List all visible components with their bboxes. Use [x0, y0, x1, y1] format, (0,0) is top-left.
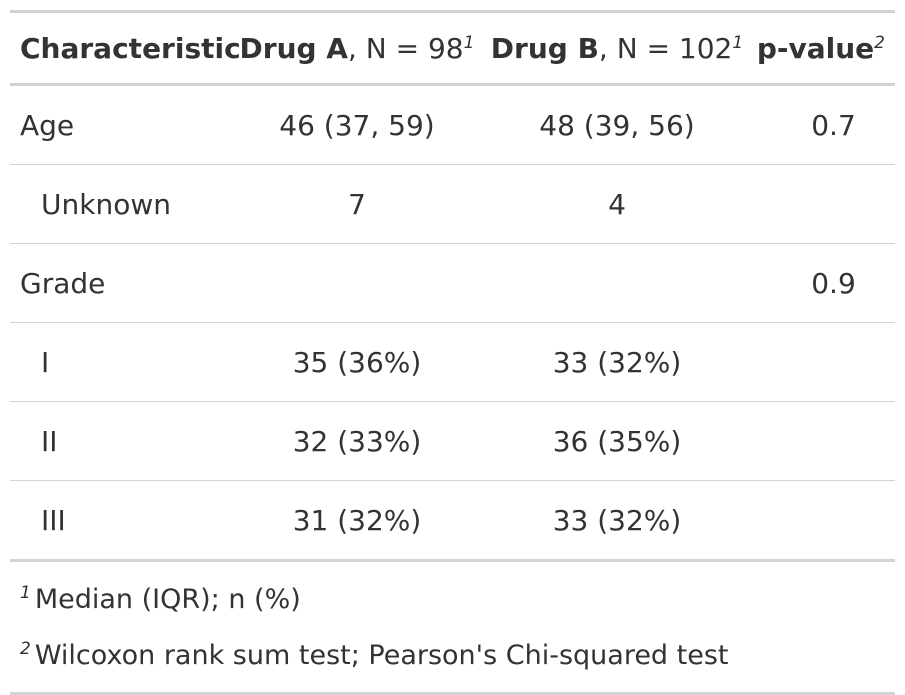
drug-b-footnote-mark: 1: [732, 32, 744, 53]
footnote-2: 2 Wilcoxon rank sum test; Pearson's Chi-s…: [10, 628, 895, 684]
cell-drug-b: 36 (35%): [482, 401, 752, 481]
cell-pvalue: [752, 480, 895, 562]
pvalue-label: p-value: [756, 31, 875, 65]
top-rule: [10, 10, 895, 13]
summary-table-container: Characteristic Drug A, N = 981 Drug B, N…: [10, 10, 895, 695]
table-row-unknown: Unknown 7 4: [10, 164, 895, 244]
cell-drug-a: 32 (33%): [232, 401, 482, 481]
row-label: III: [10, 480, 232, 562]
cell-drug-a: [232, 243, 482, 323]
footnote-1: 1 Median (IQR); n (%): [10, 572, 895, 628]
footnote-mark: 2: [20, 639, 31, 659]
drug-b-name: Drug B: [490, 31, 599, 65]
table-row-grade-ii: II 32 (33%) 36 (35%): [10, 401, 895, 481]
cell-drug-a: 46 (37, 59): [232, 84, 482, 165]
drug-a-footnote-mark: 1: [463, 32, 475, 53]
table-row-age: Age 46 (37, 59) 48 (39, 56) 0.7: [10, 84, 895, 165]
cell-pvalue: 0.9: [752, 243, 895, 323]
cell-drug-b: 33 (32%): [482, 480, 752, 562]
cell-pvalue: [752, 401, 895, 481]
row-label: II: [10, 401, 232, 481]
table-footnotes: 1 Median (IQR); n (%) 2 Wilcoxon rank sum …: [10, 562, 895, 695]
cell-pvalue: [752, 322, 895, 402]
header-drug-a: Drug A, N = 981: [232, 13, 482, 86]
table-row-grade-iii: III 31 (32%) 33 (32%): [10, 480, 895, 562]
cell-drug-a: 7: [232, 164, 482, 244]
footnote-text: Wilcoxon rank sum test; Pearson's Chi-sq…: [34, 640, 729, 671]
footnote-text: Median (IQR); n (%): [34, 584, 301, 615]
cell-drug-b: [482, 243, 752, 323]
drug-a-n: , N = 98: [347, 31, 464, 65]
cell-drug-a: 35 (36%): [232, 322, 482, 402]
header-characteristic: Characteristic: [10, 13, 241, 86]
header-pvalue: p-value2: [752, 13, 895, 86]
row-label: Age: [10, 84, 232, 165]
header-drug-b: Drug B, N = 1021: [482, 13, 752, 86]
pvalue-footnote-mark: 2: [874, 32, 885, 53]
drug-b-n: , N = 102: [598, 31, 733, 65]
cell-drug-b: 33 (32%): [482, 322, 752, 402]
row-label: I: [10, 322, 232, 402]
row-label: Unknown: [10, 164, 232, 244]
cell-drug-a: 31 (32%): [232, 480, 482, 562]
cell-pvalue: 0.7: [752, 84, 895, 165]
footnote-mark: 1: [20, 583, 31, 603]
cell-pvalue: [752, 164, 895, 244]
summary-table: Characteristic Drug A, N = 981 Drug B, N…: [10, 13, 895, 562]
table-row-grade: Grade 0.9: [10, 243, 895, 323]
cell-drug-b: 48 (39, 56): [482, 84, 752, 165]
row-label: Grade: [10, 243, 232, 323]
header-row: Characteristic Drug A, N = 981 Drug B, N…: [10, 13, 895, 86]
cell-drug-b: 4: [482, 164, 752, 244]
table-row-grade-i: I 35 (36%) 33 (32%): [10, 322, 895, 402]
drug-a-name: Drug A: [239, 31, 348, 65]
